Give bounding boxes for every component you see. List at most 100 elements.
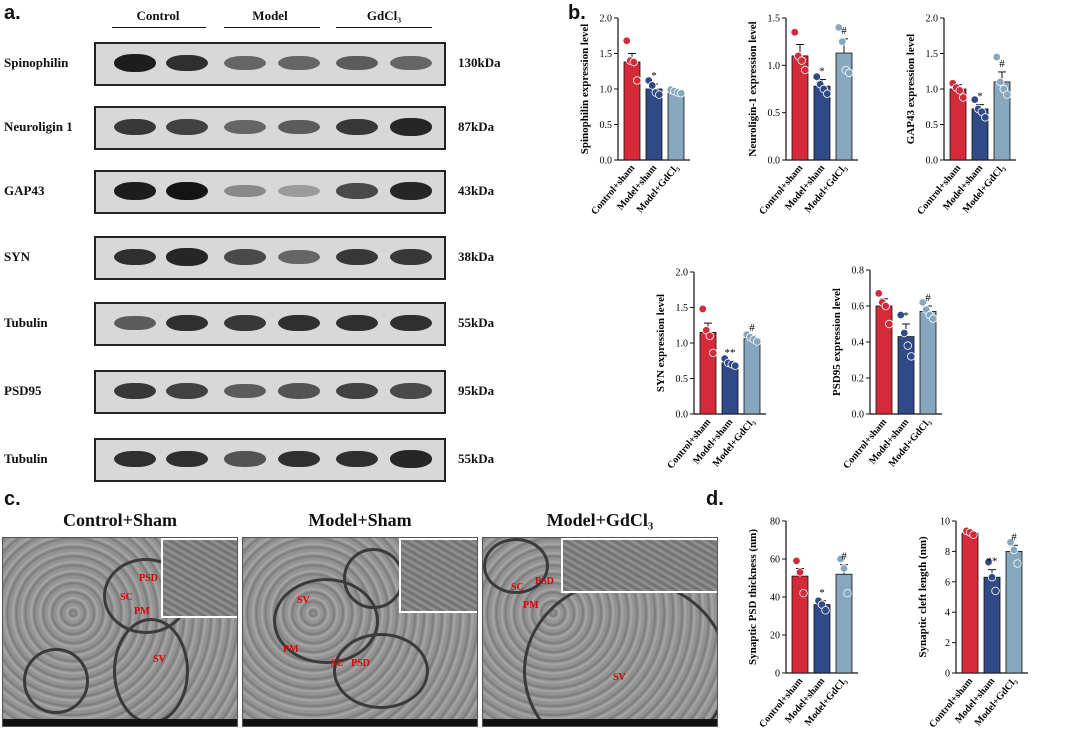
- wb-band: [166, 450, 208, 468]
- em-scale-bar: [483, 719, 717, 726]
- y-tick-label: 0.5: [926, 120, 939, 131]
- y-axis-label: Spinophilin expression level: [579, 24, 591, 155]
- wb-band: [166, 54, 208, 72]
- y-tick-label: 0: [945, 669, 950, 680]
- bar: [919, 310, 937, 415]
- significance-mark: *: [977, 91, 983, 103]
- em-label: PSD: [351, 658, 370, 669]
- data-point: [795, 568, 805, 577]
- wb-band: [278, 55, 320, 71]
- y-tick-label: 1.5: [926, 49, 939, 60]
- em-image-gdcl3: SC PSD PM SV: [482, 537, 718, 727]
- y-tick-label: 0.0: [676, 410, 689, 421]
- data-point: [790, 28, 799, 37]
- data-point: [677, 89, 686, 98]
- wb-band: [278, 119, 320, 135]
- significance-mark: **: [725, 347, 736, 359]
- wb-kda-label: 87kDa: [458, 119, 495, 134]
- data-point: [918, 298, 927, 307]
- significance-mark: **: [987, 556, 998, 568]
- wb-band: [390, 314, 432, 332]
- y-axis-label: SYN expression level: [655, 294, 667, 392]
- wb-blot-strip: [94, 370, 446, 414]
- wb-band: [336, 383, 378, 399]
- bar: [813, 604, 831, 674]
- data-point: [709, 348, 718, 358]
- data-point: [834, 23, 843, 32]
- wb-band: [390, 383, 432, 399]
- y-tick-label: 40: [770, 593, 780, 604]
- wb-band: [278, 314, 320, 332]
- wb-band: [278, 249, 320, 265]
- em-vesicle: [483, 538, 549, 594]
- data-point: [881, 301, 890, 311]
- em-scale-bar: [3, 719, 237, 726]
- y-tick-label: 2.0: [926, 14, 939, 25]
- y-tick-label: 80: [770, 517, 780, 528]
- data-point: [633, 76, 642, 85]
- em-image-control: PSD SC PM SV: [2, 537, 238, 727]
- data-point: [955, 86, 964, 95]
- data-point: [821, 606, 830, 615]
- data-point: [991, 586, 1000, 596]
- y-axis-label: Synaptic cleft length (nm): [917, 536, 929, 658]
- wb-band: [224, 55, 266, 71]
- em-label: SC: [120, 592, 133, 603]
- y-tick-label: 0.2: [852, 374, 865, 385]
- wb-row-label: PSD95: [4, 383, 42, 398]
- wb-row-label: Neuroligin 1: [4, 119, 73, 134]
- data-point: [970, 95, 979, 104]
- em-inset-model: [399, 538, 477, 613]
- wb-band: [224, 184, 266, 198]
- y-tick-label: 20: [770, 631, 780, 642]
- wb-blot-strip: [94, 236, 446, 280]
- significance-mark: #: [841, 25, 847, 37]
- data-point: [959, 93, 968, 102]
- significance-mark: #: [925, 292, 931, 304]
- data-point: [987, 573, 997, 582]
- wb-band: [278, 450, 320, 468]
- bar: [961, 532, 979, 674]
- y-tick-label: 0.0: [926, 156, 939, 167]
- data-point: [731, 361, 740, 370]
- y-axis-label: Synaptic PSD thickness (nm): [747, 529, 759, 665]
- wb-row-label: Spinophilin: [4, 55, 69, 70]
- significance-mark: #: [841, 551, 847, 563]
- y-tick-label: 1.0: [600, 85, 613, 96]
- wb-kda-label: 95kDa: [458, 383, 495, 398]
- y-tick-label: 0.5: [676, 374, 689, 385]
- em-vesicle: [523, 578, 717, 726]
- y-tick-label: 0.4: [852, 338, 865, 349]
- wb-row-label: GAP43: [4, 183, 45, 198]
- y-tick-label: 1.0: [926, 85, 939, 96]
- em-label: PM: [523, 600, 539, 611]
- significance-mark: #: [749, 322, 755, 334]
- wb-group-control: Control: [136, 8, 180, 23]
- wb-band: [114, 382, 156, 400]
- significance-mark: #: [1011, 531, 1017, 543]
- wb-group-gdcl3: GdCl₃: [366, 8, 402, 23]
- wb-band: [166, 383, 208, 399]
- data-point: [629, 57, 638, 67]
- em-label: PSD: [535, 576, 554, 587]
- wb-group-line-control: [112, 27, 206, 28]
- significance-mark: #: [999, 58, 1005, 70]
- significance-mark: *: [819, 587, 825, 599]
- data-point: [836, 554, 845, 564]
- data-point: [839, 564, 849, 573]
- y-tick-label: 0: [775, 669, 780, 680]
- data-point: [843, 589, 852, 598]
- wb-band: [114, 248, 156, 266]
- em-image-model: SV PM SC PSD: [242, 537, 478, 727]
- data-point: [812, 72, 821, 81]
- y-tick-label: 8: [945, 547, 950, 558]
- em-title-gdcl3: Model+GdCl₃: [546, 510, 654, 530]
- wb-row-label: Tubulin: [4, 451, 48, 466]
- data-point: [874, 289, 883, 298]
- data-point: [801, 65, 810, 75]
- wb-group-model: Model: [252, 8, 288, 23]
